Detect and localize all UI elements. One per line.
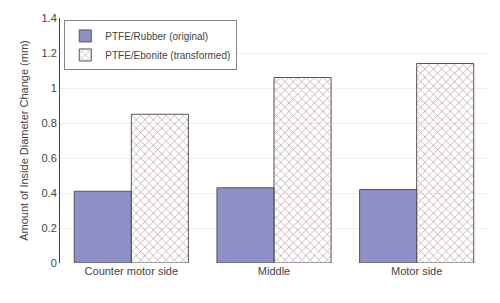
svg-text:0: 0 [51,257,57,269]
svg-text:PTFE/Ebonite (transformed): PTFE/Ebonite (transformed) [105,50,230,61]
svg-text:1.4: 1.4 [42,12,57,24]
svg-text:0.6: 0.6 [42,152,57,164]
svg-text:Amount of Inside Diameter Chan: Amount of Inside Diameter Change (mm) [18,40,30,241]
svg-text:1.2: 1.2 [42,47,57,59]
svg-text:0.8: 0.8 [42,117,57,129]
svg-text:Middle: Middle [258,265,290,277]
svg-text:Motor side: Motor side [391,265,442,277]
svg-text:PTFE/Rubber (original): PTFE/Rubber (original) [105,31,208,42]
svg-text:0.4: 0.4 [42,187,57,199]
svg-text:1: 1 [51,82,57,94]
svg-text:Counter motor side: Counter motor side [85,265,179,277]
svg-text:0.2: 0.2 [42,222,57,234]
